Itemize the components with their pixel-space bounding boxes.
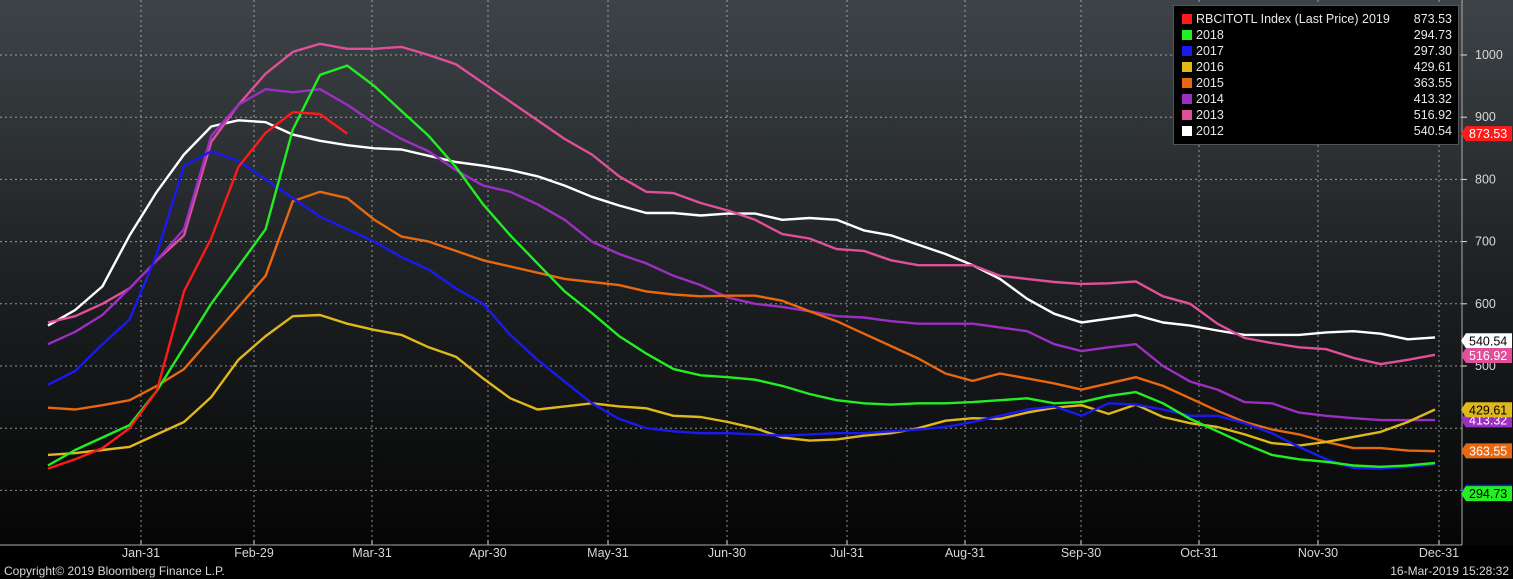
x-tick-label: Apr-30 — [469, 546, 507, 560]
x-tick-label: Oct-31 — [1180, 546, 1218, 560]
copyright-text: Copyright© 2019 Bloomberg Finance L.P. — [4, 564, 225, 578]
svg-text:873.53: 873.53 — [1469, 127, 1507, 141]
legend-swatch-2014 — [1182, 94, 1192, 104]
legend-entry-2012: 2012 540.54 — [1182, 123, 1452, 139]
last-value-tag-2016: 429.61 — [1461, 402, 1512, 418]
x-tick-label: Dec-31 — [1419, 546, 1459, 560]
legend-value: 873.53 — [1413, 12, 1452, 26]
legend-label: 2015 — [1196, 76, 1224, 90]
x-tick-label: Aug-31 — [945, 546, 985, 560]
legend-label: 2016 — [1196, 60, 1224, 74]
x-tick-label: May-31 — [587, 546, 629, 560]
legend-label: 2017 — [1196, 44, 1224, 58]
legend-entry-2016: 2016 429.61 — [1182, 59, 1452, 75]
legend-swatch-2016 — [1182, 62, 1192, 72]
last-value-tag-2013: 516.92 — [1461, 347, 1512, 363]
y-tick-label: 900 — [1475, 110, 1496, 124]
y-tick-label: 1000 — [1475, 48, 1503, 62]
legend-entry-2018: 2018 294.73 — [1182, 27, 1452, 43]
legend-swatch-2015 — [1182, 78, 1192, 88]
x-tick-label: Jun-30 — [708, 546, 746, 560]
x-tick-label: Nov-30 — [1298, 546, 1338, 560]
legend-label: 2014 — [1196, 92, 1224, 106]
series-line-2014 — [47, 88, 1435, 422]
legend-value: 429.61 — [1413, 60, 1452, 74]
svg-text:429.61: 429.61 — [1469, 403, 1507, 417]
last-value-tag-2012: 540.54 — [1461, 333, 1512, 349]
legend-entry-2015: 2015 363.55 — [1182, 75, 1452, 91]
svg-text:540.54: 540.54 — [1469, 334, 1507, 348]
legend-swatch-2019 — [1182, 14, 1192, 24]
legend-entry-2019: RBCITOTL Index (Last Price) 2019 873.53 — [1182, 11, 1452, 27]
series-line-2019 — [47, 111, 348, 470]
legend-value: 297.30 — [1413, 44, 1452, 58]
legend-value: 363.55 — [1413, 76, 1452, 90]
last-value-tag-2015: 363.55 — [1461, 443, 1512, 459]
svg-text:294.73: 294.73 — [1469, 487, 1507, 501]
footer-band — [0, 545, 1513, 579]
legend-value: 540.54 — [1413, 124, 1452, 138]
x-tick-label: Jan-31 — [122, 546, 160, 560]
legend-value: 516.92 — [1413, 108, 1452, 122]
legend-entry-2013: 2013 516.92 — [1182, 107, 1452, 123]
series-line-2018 — [47, 64, 1436, 468]
legend-value: 294.73 — [1413, 28, 1452, 42]
svg-text:516.92: 516.92 — [1469, 349, 1507, 363]
y-tick-label: 700 — [1475, 235, 1496, 249]
svg-text:363.55: 363.55 — [1469, 444, 1507, 458]
legend-label: 2018 — [1196, 28, 1224, 42]
last-value-tag-2018: 294.73 — [1461, 486, 1512, 502]
legend-label: 2012 — [1196, 124, 1224, 138]
timestamp-text: 16-Mar-2019 15:28:32 — [1390, 564, 1509, 578]
series-line-2015 — [47, 190, 1436, 453]
legend-label: 2013 — [1196, 108, 1224, 122]
legend-value: 413.32 — [1413, 92, 1452, 106]
legend-swatch-2017 — [1182, 46, 1192, 56]
y-tick-label: 600 — [1475, 297, 1496, 311]
legend-entry-2017: 2017 297.30 — [1182, 43, 1452, 59]
series-line-2017 — [47, 150, 1436, 470]
legend-swatch-2013 — [1182, 110, 1192, 120]
x-tick-label: Jul-31 — [830, 546, 864, 560]
x-tick-label: Sep-30 — [1061, 546, 1101, 560]
legend-swatch-2012 — [1182, 126, 1192, 136]
series-line-2012 — [47, 119, 1436, 341]
legend-label: RBCITOTL Index (Last Price) 2019 — [1196, 12, 1390, 26]
last-value-tag-2019: 873.53 — [1461, 126, 1512, 142]
legend-swatch-2018 — [1182, 30, 1192, 40]
x-tick-label: Mar-31 — [352, 546, 392, 560]
legend-entry-2014: 2014 413.32 — [1182, 91, 1452, 107]
series-line-2013 — [47, 42, 1436, 366]
chart-legend: RBCITOTL Index (Last Price) 2019 873.53 … — [1173, 5, 1459, 145]
x-tick-label: Feb-29 — [234, 546, 274, 560]
y-tick-label: 800 — [1475, 172, 1496, 186]
